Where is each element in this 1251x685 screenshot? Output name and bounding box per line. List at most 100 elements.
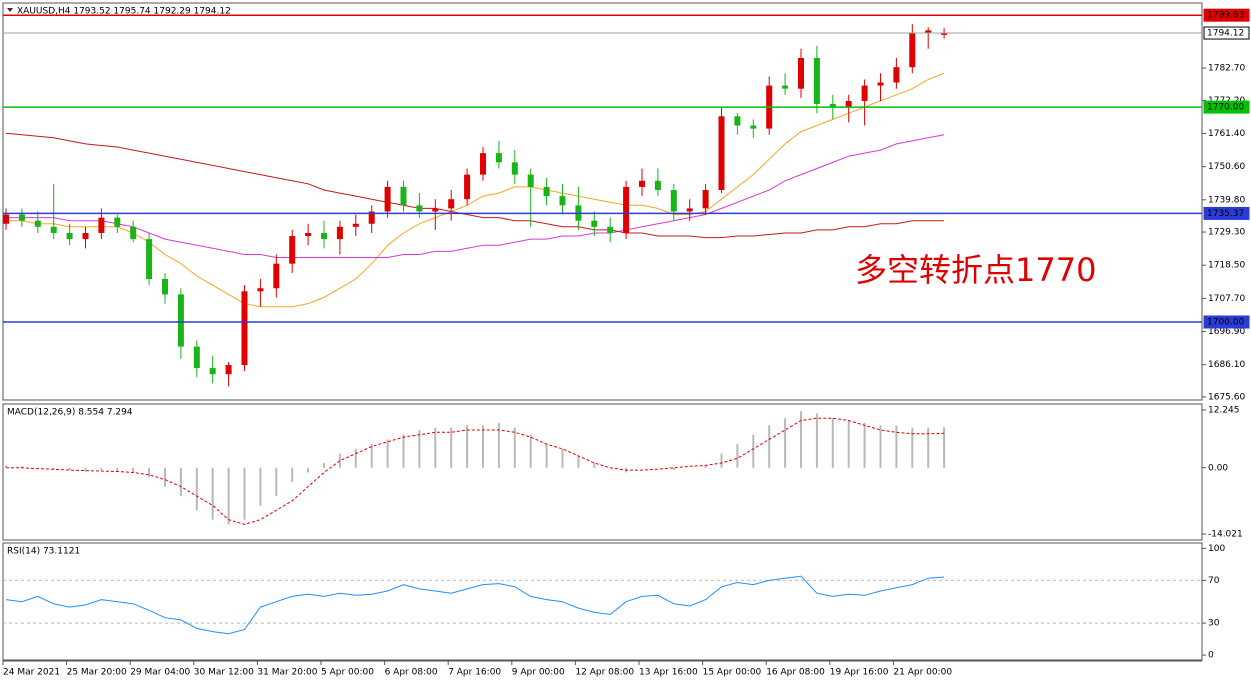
- x-tick-label: 13 Apr 16:00: [639, 668, 698, 678]
- candle-body: [34, 220, 41, 227]
- candle-body: [368, 211, 375, 224]
- candle-body: [543, 186, 550, 197]
- y-tick-label: 0.00: [1208, 463, 1228, 473]
- candle-body: [177, 294, 184, 347]
- y-tick-label: 100: [1208, 544, 1225, 554]
- rsi-panel: [2, 542, 1203, 661]
- candle-body: [130, 226, 137, 240]
- candle-body: [845, 100, 852, 108]
- candle-body: [718, 116, 725, 190]
- y-tick-label: 0: [1208, 651, 1214, 661]
- candle-body: [66, 232, 73, 240]
- candle-body: [495, 153, 502, 163]
- moving-average: [6, 134, 945, 258]
- candle-body: [941, 33, 948, 35]
- macd-title: MACD(12,26,9) 8.554 7.294: [7, 408, 133, 418]
- candle-body: [162, 279, 168, 295]
- candle-body: [670, 189, 677, 212]
- level-tag: [1203, 8, 1250, 22]
- level-label: 1770.00: [1207, 103, 1244, 113]
- candle-body: [448, 199, 455, 209]
- candle-body: [654, 180, 661, 190]
- candle-body: [416, 205, 423, 212]
- y-tick-label: 1718.50: [1208, 261, 1245, 271]
- candle-body: [925, 30, 932, 34]
- candle-body: [336, 226, 343, 240]
- y-tick-label: 1761.40: [1208, 129, 1245, 139]
- candle-body: [702, 189, 709, 209]
- candle-body: [893, 67, 900, 83]
- level-label: 1735.37: [1207, 209, 1244, 219]
- candle-body: [877, 82, 884, 86]
- candle-body: [527, 174, 534, 187]
- y-tick-label: 1729.30: [1208, 228, 1245, 238]
- candle-body: [384, 186, 391, 212]
- price-panel: [2, 2, 1203, 401]
- candle-body: [686, 208, 693, 212]
- candle-body: [591, 220, 598, 227]
- candle-body: [209, 368, 216, 375]
- candle-body: [782, 85, 789, 89]
- candle-body: [798, 57, 804, 89]
- candle-body: [18, 214, 25, 221]
- x-tick-label: 25 Mar 20:00: [67, 668, 127, 678]
- candle-body: [352, 223, 359, 227]
- x-tick-label: 21 Apr 00:00: [893, 668, 952, 678]
- y-tick-label: 1782.70: [1208, 64, 1245, 74]
- candle-body: [909, 33, 916, 68]
- x-tick-label: 19 Apr 16:00: [830, 668, 889, 678]
- candle-body: [480, 153, 486, 175]
- candle-body: [289, 236, 296, 264]
- candle-body: [82, 232, 89, 240]
- y-tick-label: 1696.90: [1208, 327, 1245, 337]
- candle-body: [734, 116, 741, 126]
- y-tick-label: 12.245: [1208, 405, 1240, 415]
- candle-body: [193, 346, 200, 369]
- y-tick-label: 1739.80: [1208, 195, 1245, 205]
- candle-body: [607, 226, 614, 233]
- x-tick-label: 16 Apr 08:00: [766, 668, 825, 678]
- candle-body: [400, 186, 407, 206]
- moving-average: [6, 72, 945, 308]
- x-tick-label: 30 Mar 12:00: [194, 668, 254, 678]
- candle-body: [305, 232, 312, 237]
- candle-body: [114, 217, 121, 227]
- candle-body: [241, 291, 248, 365]
- x-tick-label: 31 Mar 20:00: [257, 668, 317, 678]
- y-tick-label: 1707.70: [1208, 294, 1245, 304]
- candle-body: [829, 104, 836, 108]
- rsi-title: RSI(14) 73.1121: [7, 547, 80, 557]
- y-tick-label: 1750.60: [1208, 162, 1245, 172]
- x-tick-label: 7 Apr 16:00: [448, 668, 501, 678]
- candle-body: [432, 208, 439, 212]
- macd-panel: [2, 403, 1203, 541]
- level-label: 1794.12: [1207, 29, 1244, 39]
- candle-body: [464, 174, 471, 200]
- x-tick-label: 9 Apr 00:00: [512, 668, 565, 678]
- level-label: 1799.93: [1207, 11, 1244, 21]
- candle-body: [511, 162, 518, 175]
- level-tag: [1203, 100, 1250, 114]
- y-tick-label: -14.021: [1208, 529, 1243, 539]
- y-tick-label: 30: [1208, 619, 1220, 629]
- annotation: 多空转折点1770: [855, 251, 1096, 289]
- candle-body: [257, 288, 264, 292]
- candle-body: [639, 180, 645, 187]
- signal-line: [6, 417, 945, 525]
- candle-body: [98, 217, 105, 233]
- candle-body: [559, 196, 566, 206]
- y-tick-label: 70: [1208, 576, 1220, 586]
- chart-title: XAUUSD,H4 1793.52 1795.74 1792.29 1794.1…: [17, 7, 231, 17]
- candle-body: [3, 214, 9, 224]
- candle-body: [861, 85, 868, 101]
- candle-body: [273, 263, 280, 289]
- y-tick-label: 1675.60: [1208, 392, 1245, 402]
- menu-arrow: [7, 8, 13, 12]
- level-label: 1700.00: [1207, 318, 1244, 328]
- x-tick-label: 15 Apr 00:00: [703, 668, 762, 678]
- x-tick-label: 29 Mar 04:00: [130, 668, 190, 678]
- y-tick-label: 1686.10: [1208, 360, 1245, 370]
- level-tag: [1203, 206, 1250, 220]
- moving-average: [5, 132, 945, 239]
